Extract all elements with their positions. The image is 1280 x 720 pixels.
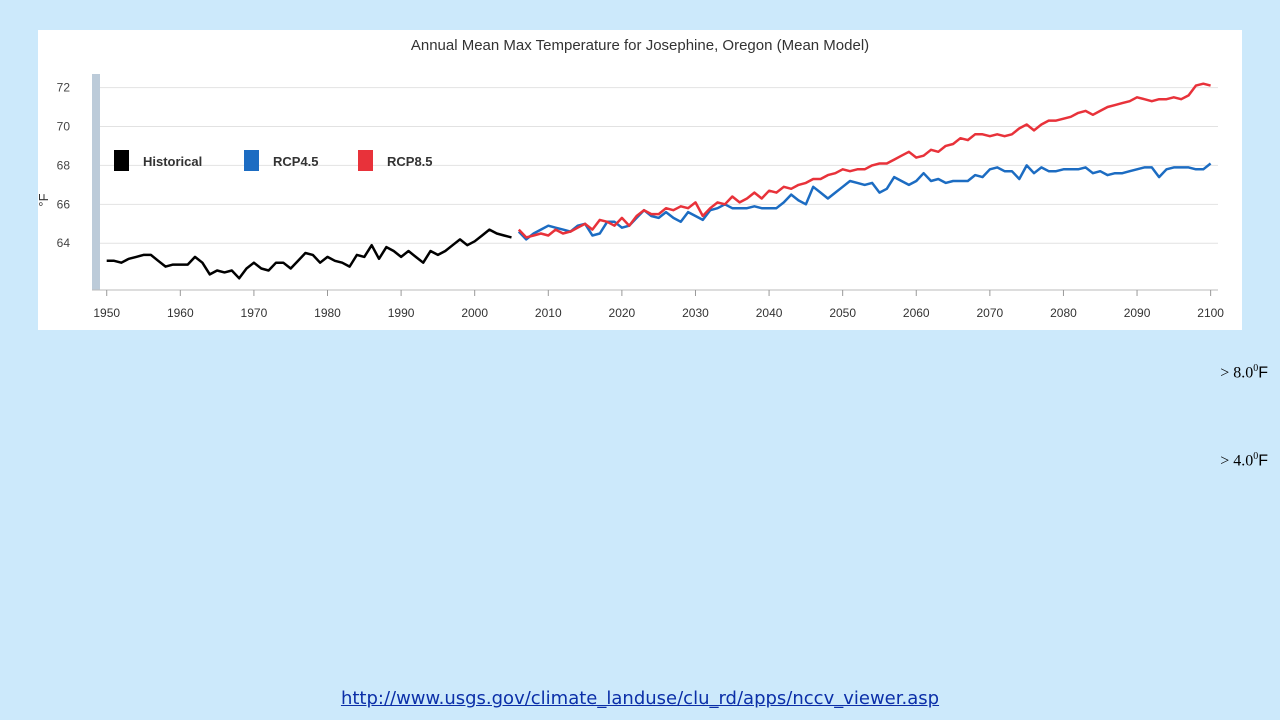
x-tick-label-2080: 2080	[1050, 306, 1077, 320]
x-tick-label-2020: 2020	[609, 306, 636, 320]
x-tick-label-1960: 1960	[167, 306, 194, 320]
x-tick-label-2050: 2050	[829, 306, 856, 320]
y-tick-label-64: 64	[57, 236, 71, 250]
x-tick-label-2090: 2090	[1124, 306, 1151, 320]
y-tick-label-68: 68	[57, 158, 71, 172]
legend-swatch-historical	[114, 150, 129, 171]
x-tick-label-2000: 2000	[461, 306, 488, 320]
series-line-rcp85	[517, 82, 1211, 239]
x-tick-label-2060: 2060	[903, 306, 930, 320]
x-tick-label-2070: 2070	[977, 306, 1004, 320]
annotation-8f-value: > 8.0	[1220, 364, 1254, 382]
legend-swatch-rcp85	[358, 150, 373, 171]
source-url-link[interactable]: http://www.usgs.gov/climate_landuse/clu_…	[340, 688, 940, 709]
series-line-rcp45	[517, 162, 1212, 241]
x-tick-label-1980: 1980	[314, 306, 341, 320]
legend-label-historical: Historical	[143, 154, 202, 169]
series-line-historical	[106, 228, 512, 280]
x-tick-label-1970: 1970	[241, 306, 268, 320]
x-tick-label-1950: 1950	[93, 306, 120, 320]
annotation-4f-unit: F	[1258, 452, 1268, 470]
annotation-4f-superscript: 0	[1253, 451, 1259, 462]
x-tick-label-1990: 1990	[388, 306, 415, 320]
y-axis-bar	[92, 74, 100, 290]
y-tick-label-66: 66	[57, 197, 71, 211]
legend-label-rcp85: RCP8.5	[387, 154, 433, 169]
annotation-4f-value: > 4.0	[1220, 452, 1254, 470]
annotation-8f-unit: F	[1258, 364, 1268, 382]
temperature-chart: Annual Mean Max Temperature for Josephin…	[38, 37, 1224, 320]
annotation-4f: > 4.00F	[1220, 451, 1268, 470]
x-tick-label-2040: 2040	[756, 306, 783, 320]
legend-swatch-rcp45	[244, 150, 259, 171]
y-tick-label-72: 72	[57, 81, 71, 95]
y-axis-label: °F	[38, 193, 51, 206]
annotation-8f: > 8.00F	[1220, 363, 1268, 382]
legend-label-rcp45: RCP4.5	[273, 154, 319, 169]
chart-title: Annual Mean Max Temperature for Josephin…	[411, 37, 869, 54]
x-tick-label-2030: 2030	[682, 306, 709, 320]
chart-panel: Annual Mean Max Temperature for Josephin…	[38, 30, 1242, 330]
y-tick-label-70: 70	[57, 119, 71, 133]
x-tick-label-2010: 2010	[535, 306, 562, 320]
x-tick-label-2100: 2100	[1197, 306, 1224, 320]
annotation-8f-superscript: 0	[1253, 363, 1259, 374]
